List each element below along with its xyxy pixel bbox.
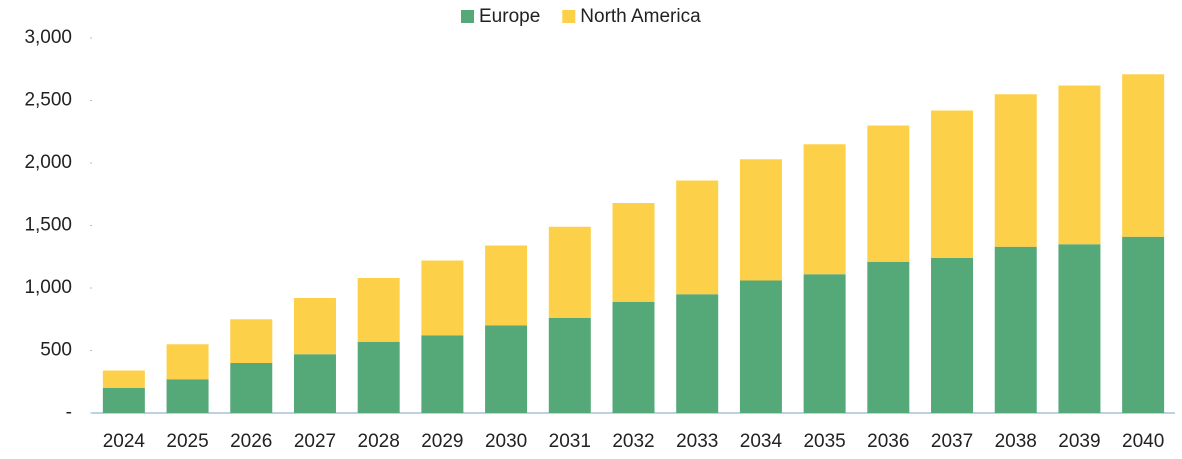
bar-segment	[613, 203, 655, 302]
bar-segment	[167, 344, 209, 379]
bar-segment	[867, 262, 909, 413]
x-tick-label: 2027	[294, 431, 336, 452]
bar-segment	[804, 144, 846, 274]
bar-segment	[421, 261, 463, 336]
x-tick-label: 2039	[1058, 431, 1100, 452]
x-tick-label: 2026	[230, 431, 272, 452]
y-tick-label: 2,500	[24, 90, 72, 111]
x-tick-label: 2031	[549, 431, 591, 452]
y-tick-label: -	[66, 402, 72, 423]
legend-swatch	[461, 10, 474, 23]
x-tick-label: 2038	[995, 431, 1037, 452]
x-tick-label: 2035	[803, 431, 845, 452]
x-tick-label: 2034	[740, 431, 783, 452]
x-tick-label: 2030	[485, 431, 527, 452]
bar-segment	[1058, 86, 1100, 245]
bar-segment	[804, 274, 846, 413]
x-tick-label: 2032	[612, 431, 654, 452]
legend-label: Europe	[479, 6, 540, 27]
x-tick-label: 2036	[867, 431, 909, 452]
bar-segment	[103, 371, 145, 389]
y-tick-label: 2,000	[24, 152, 72, 173]
bar-segment	[867, 126, 909, 262]
bar-segment	[230, 319, 272, 363]
bar-segment	[931, 111, 973, 259]
bar-segment	[931, 258, 973, 413]
bar-segment	[740, 159, 782, 280]
chart: - 500 1,000 1,500 2,000 2,500 3,000 2024 2025 202…	[0, 0, 1182, 459]
legend-swatch	[562, 10, 575, 23]
bar-segment	[230, 363, 272, 413]
bar-segment	[613, 302, 655, 413]
bar-segment	[167, 379, 209, 413]
y-tick-label: 3,000	[24, 27, 72, 48]
bar-segment	[1122, 237, 1164, 413]
x-tick-label: 2024	[103, 431, 146, 452]
bar-segment	[103, 388, 145, 413]
bar-segment	[549, 227, 591, 318]
bar-segment	[358, 278, 400, 342]
x-tick-label: 2029	[421, 431, 463, 452]
bar-segment	[740, 281, 782, 414]
y-tick-label: 1,500	[24, 215, 72, 236]
y-tick-label: 500	[40, 340, 72, 361]
bar-segment	[294, 298, 336, 354]
bar-segment	[995, 94, 1037, 247]
bar-segment	[485, 246, 527, 326]
x-tick-label: 2040	[1122, 431, 1164, 452]
x-tick-label: 2028	[358, 431, 400, 452]
bar-segment	[995, 247, 1037, 413]
x-tick-label: 2033	[676, 431, 718, 452]
bar-segment	[421, 336, 463, 414]
bar-segment	[1122, 74, 1164, 237]
bar-segment	[676, 181, 718, 295]
bar-segment	[1058, 244, 1100, 413]
legend-label: North America	[580, 6, 701, 27]
bar-segment	[676, 294, 718, 413]
bar-segment	[549, 318, 591, 413]
y-tick-label: 1,000	[24, 277, 72, 298]
bar-segment	[485, 326, 527, 414]
x-tick-label: 2025	[166, 431, 208, 452]
x-tick-label: 2037	[931, 431, 973, 452]
bar-segment	[294, 354, 336, 413]
bar-segment	[358, 342, 400, 413]
